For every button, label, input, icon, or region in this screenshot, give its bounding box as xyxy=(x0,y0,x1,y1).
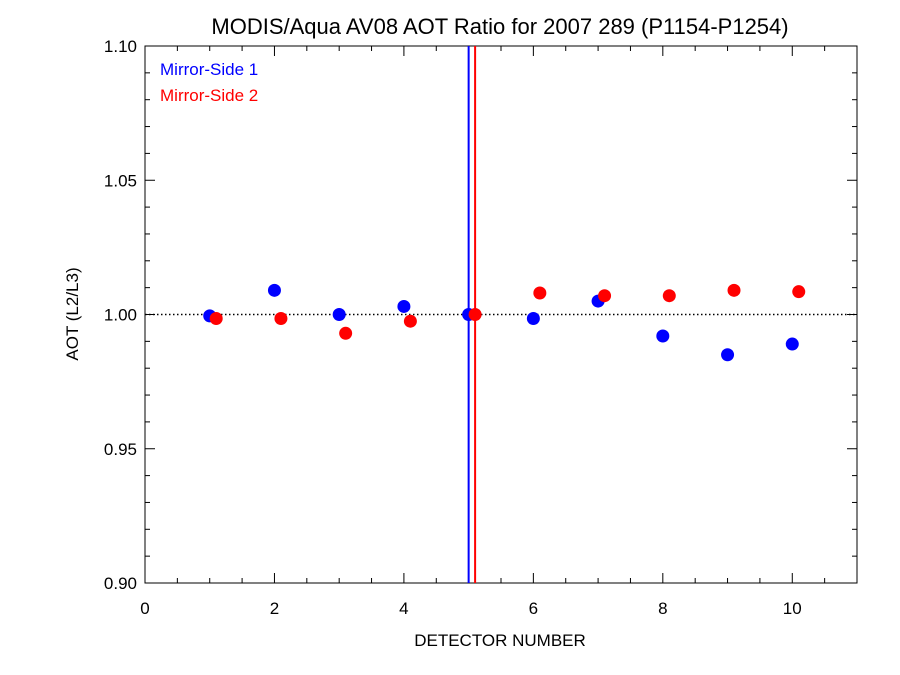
mirror-side-2-point xyxy=(403,314,417,328)
y-tick-label: 1.10 xyxy=(104,37,137,56)
x-axis-label: DETECTOR NUMBER xyxy=(414,631,586,650)
y-tick-label: 1.05 xyxy=(104,171,137,190)
mirror-side-1-point xyxy=(656,329,670,343)
mirror-side-2-point xyxy=(209,312,223,326)
mirror-side-2-point xyxy=(274,312,288,326)
axis-ticks xyxy=(144,45,857,584)
mirror-side-2-point xyxy=(533,286,547,300)
y-axis-label: AOT (L2/L3) xyxy=(63,267,82,360)
mirror-side-1-point xyxy=(332,308,346,321)
mirror-side-2-point xyxy=(468,308,482,321)
legend-item-mirror-side-2: Mirror-Side 2 xyxy=(160,86,258,105)
x-tick-label: 2 xyxy=(270,599,279,618)
mirror-side-2-point xyxy=(339,326,353,340)
data-points xyxy=(203,283,806,362)
x-tick-label: 6 xyxy=(529,599,538,618)
x-tick-label: 10 xyxy=(783,599,802,618)
legend-item-mirror-side-1: Mirror-Side 1 xyxy=(160,60,258,79)
mirror-side-1-point xyxy=(397,299,411,313)
y-tick-label: 0.90 xyxy=(104,574,137,593)
x-tick-label: 8 xyxy=(658,599,667,618)
legend: Mirror-Side 1 Mirror-Side 2 xyxy=(160,60,258,105)
x-tick-label: 0 xyxy=(140,599,149,618)
mirror-side-1-point xyxy=(785,337,799,351)
x-tick-label: 4 xyxy=(399,599,408,618)
mirror-side-2-point xyxy=(662,289,676,303)
y-tick-label: 1.00 xyxy=(104,306,137,325)
mirror-side-2-point xyxy=(792,285,806,299)
mirror-side-2-point xyxy=(598,289,612,303)
y-tick-label: 0.95 xyxy=(104,440,137,459)
mirror-side-2-point xyxy=(727,283,741,297)
mirror-side-1-point xyxy=(721,348,735,362)
tick-labels: 0 2 4 6 8 10 0.90 0.95 1.00 1.05 1.10 xyxy=(104,37,802,618)
mirror-side-1-point xyxy=(267,283,281,297)
chart-title: MODIS/Aqua AV08 AOT Ratio for 2007 289 (… xyxy=(211,14,788,39)
mirror-side-1-point xyxy=(526,312,540,326)
